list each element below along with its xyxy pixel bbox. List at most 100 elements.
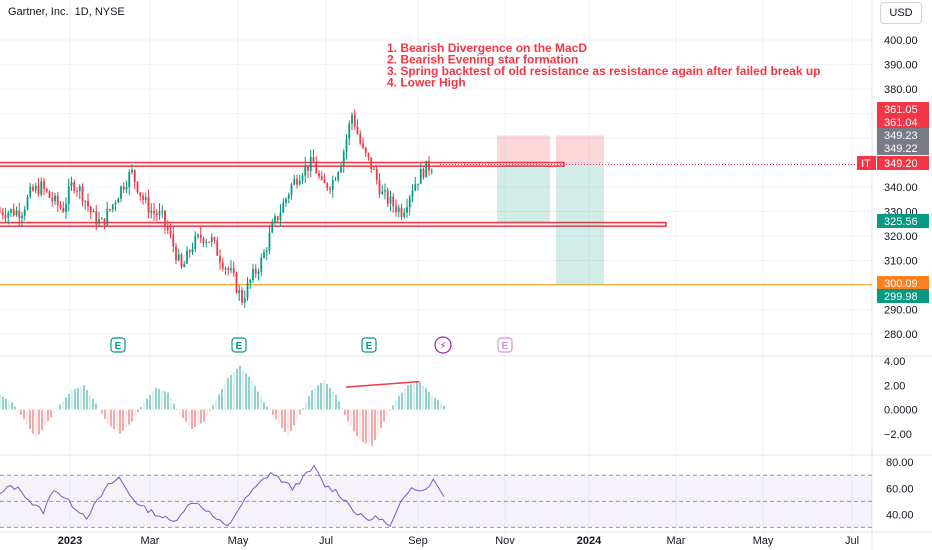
candle-body — [199, 234, 202, 239]
candle-body — [111, 204, 114, 210]
candle-body — [0, 211, 1, 213]
price-badge — [877, 115, 929, 129]
candle-body — [268, 232, 271, 251]
candle-body — [180, 254, 183, 268]
price-tick-label: 320.00 — [884, 231, 918, 243]
candle-body — [243, 298, 246, 303]
earnings-marker[interactable]: E — [361, 337, 377, 353]
annotation-line-1: 1. Bearish Divergence on the MacD — [387, 41, 587, 55]
candle-body — [293, 178, 296, 185]
price-badge-text: 325.56 — [884, 216, 918, 228]
candle-body — [296, 178, 298, 185]
candle-body — [375, 169, 378, 180]
candle-body — [274, 216, 276, 223]
candle-body — [131, 170, 133, 173]
candle-body — [323, 179, 326, 184]
candle-body — [340, 165, 342, 173]
candle-body — [43, 181, 45, 189]
rsi-pane — [0, 464, 872, 528]
price-badge-text: 361.04 — [884, 117, 918, 129]
dividend-icon[interactable] — [434, 336, 452, 354]
annotation-line-4: 4. Lower High — [387, 76, 466, 90]
price-badge — [877, 276, 929, 290]
candle-body — [65, 203, 67, 212]
candle-body — [367, 153, 370, 158]
candle-body — [78, 186, 81, 192]
price-badge-text: 300.09 — [884, 278, 918, 290]
x-tick-label: Jul — [319, 535, 333, 547]
macd-tick-label: 4.00 — [884, 356, 905, 368]
candle-body — [304, 165, 307, 176]
candle-body — [425, 160, 428, 178]
candle-body — [100, 218, 103, 220]
candle-body — [48, 191, 51, 198]
candle-body — [320, 176, 323, 180]
candle-body — [408, 196, 411, 208]
candle-body — [224, 268, 227, 270]
candle-body — [172, 234, 175, 247]
candle-body — [318, 173, 320, 177]
price-tick-label: 340.00 — [884, 182, 918, 194]
candle-body — [18, 210, 21, 219]
candle-body — [1, 211, 4, 216]
earnings-marker[interactable]: E — [231, 337, 247, 353]
candle-body — [238, 290, 241, 293]
candle-body — [125, 186, 128, 190]
candle-body — [400, 207, 403, 217]
candle-body — [397, 207, 400, 212]
candle-body — [384, 190, 386, 192]
candle-body — [56, 195, 59, 205]
candle-body — [411, 190, 414, 197]
candle-body — [334, 179, 337, 181]
candle-body — [150, 210, 153, 213]
price-badge-text: 361.05 — [884, 104, 918, 116]
candle-body — [430, 170, 433, 172]
candle-body — [161, 210, 164, 212]
macd-tick-label: −2.00 — [884, 429, 912, 441]
candle-body — [177, 254, 180, 261]
x-tick-label: Jul — [845, 535, 859, 547]
candle-body — [285, 198, 287, 203]
candle-body — [23, 209, 26, 216]
price-badge — [877, 128, 929, 142]
candle-body — [392, 196, 395, 207]
candle-body — [298, 180, 301, 185]
candle-body — [389, 196, 392, 204]
candle-body — [290, 184, 293, 195]
candle-body — [230, 268, 232, 271]
candle-body — [59, 204, 62, 208]
candle-body — [142, 195, 144, 201]
rsi-tick-label: 60.00 — [886, 483, 914, 495]
earnings-badge — [361, 337, 377, 353]
candle-body — [428, 160, 430, 171]
candle-body — [40, 181, 43, 195]
macd-tick-label: 2.00 — [884, 380, 905, 392]
earnings-label: E — [502, 341, 509, 352]
price-badge — [877, 214, 929, 228]
candle-body — [26, 196, 29, 210]
candle-body — [7, 212, 10, 218]
price-badge-text: 349.23 — [884, 130, 918, 142]
candle-body — [287, 194, 290, 199]
earnings-marker[interactable]: E — [497, 337, 513, 353]
candle-body — [373, 168, 375, 170]
rsi-tick-label: 80.00 — [886, 457, 914, 469]
candle-body — [342, 151, 345, 166]
candle-body — [37, 185, 40, 195]
candle-body — [205, 241, 208, 243]
currency-selector[interactable]: USD — [880, 2, 922, 24]
annotation-line-2: 2. Bearish Evening star formation — [387, 53, 578, 67]
candle-body — [254, 268, 257, 274]
candle-body — [70, 182, 73, 187]
price-tick-label: 390.00 — [884, 60, 918, 72]
earnings-marker[interactable]: E — [110, 337, 126, 353]
candle-body — [210, 237, 213, 243]
candle-body — [158, 211, 161, 216]
candle-body — [183, 263, 186, 268]
candle-body — [362, 143, 364, 148]
candle-body — [395, 206, 397, 212]
candle-body — [249, 279, 252, 284]
candle-body — [155, 213, 158, 216]
